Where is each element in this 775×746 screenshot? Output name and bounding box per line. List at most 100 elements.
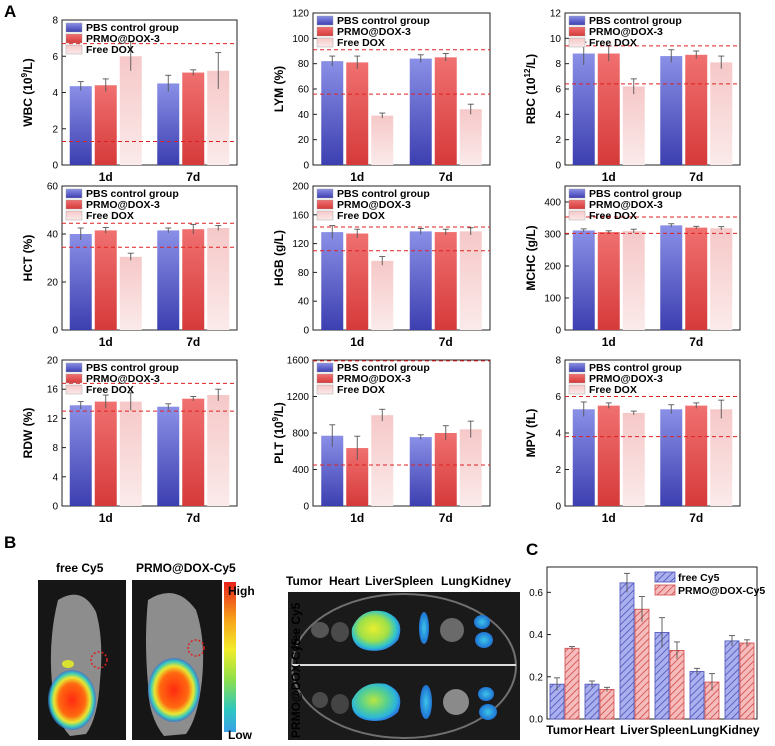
bar-free-dox bbox=[622, 86, 645, 165]
y-axis-title: MPV (fL) bbox=[524, 409, 538, 458]
bar-prmo-dox-cy5 bbox=[739, 642, 755, 720]
bar-pbs-control-group bbox=[409, 58, 432, 165]
y-axis-title-text: PLT (10 bbox=[272, 421, 286, 464]
chart-rdw: 0 4 8 12 16 20 RDW (%) 1d 7d PBS control groupPRM… bbox=[21, 356, 238, 525]
y-tick-label: 100 bbox=[292, 34, 309, 45]
bar-prmo-dox-cy5 bbox=[634, 608, 650, 720]
organ-label-kidney: Kidney bbox=[471, 574, 511, 588]
panel-label-a: A bbox=[4, 2, 16, 21]
y-tick-label: 4 bbox=[52, 88, 58, 99]
bar-pbs-control-group bbox=[572, 230, 595, 330]
legend-swatch bbox=[65, 33, 83, 44]
chart-hgb: 0 40 80 120 160 200 HGB (g/L) 1d 7d PBS control g… bbox=[272, 182, 491, 349]
y-tick-label: 80 bbox=[298, 268, 310, 279]
bar-prmo-dox-3 bbox=[94, 401, 117, 506]
legend-label: PBS control group bbox=[86, 22, 179, 34]
y-tick-label: 0 bbox=[52, 326, 58, 337]
x-tick-label: 1d bbox=[602, 511, 616, 525]
bar-free-dox bbox=[207, 228, 230, 330]
y-tick-label: 0 bbox=[555, 161, 561, 172]
organ-label-tumor: Tumor bbox=[286, 574, 323, 588]
bar-pbs-control-group bbox=[409, 437, 432, 506]
chart-plt: 0 400 800 1200 1600 PLT (109/L) 1d 7d PBS contro… bbox=[271, 356, 491, 525]
y-tick-label: 0.4 bbox=[529, 630, 543, 641]
x-tick-label: 7d bbox=[439, 511, 453, 525]
y-tick-label: 4 bbox=[52, 472, 58, 483]
bar-free-cy5 bbox=[584, 683, 600, 720]
scale-high-label: High bbox=[228, 584, 255, 598]
y-tick-label: 100 bbox=[544, 294, 561, 305]
y-tick-label: 60 bbox=[298, 85, 310, 96]
y-tick-label: 8 bbox=[555, 356, 561, 367]
legend-swatch bbox=[316, 362, 334, 373]
bar-free-dox bbox=[710, 62, 733, 165]
legend-swatch bbox=[65, 384, 83, 395]
y-axis-title: HGB (g/L) bbox=[272, 230, 286, 286]
y-tick-label: 200 bbox=[544, 262, 561, 273]
bar-prmo-dox-3 bbox=[94, 85, 117, 165]
bar-prmo-dox-3 bbox=[434, 232, 457, 330]
chart-wbc: 0 2 4 6 8 WBC (109/L) 1d 7d PBS control groupPRM… bbox=[20, 16, 238, 184]
chart-rf: 0.00.20.40.6RF/IATumorHeartLiverSpleenLu… bbox=[506, 566, 765, 737]
y-tick-label: 0.6 bbox=[529, 588, 543, 599]
plot-frame bbox=[312, 185, 491, 331]
bar-prmo-dox-3 bbox=[685, 405, 708, 506]
bar-free-cy5 bbox=[724, 640, 740, 720]
tumor-circle bbox=[90, 651, 108, 669]
legend-swatch bbox=[65, 199, 83, 210]
y-axis-title: MCHC (g/L) bbox=[524, 225, 538, 290]
y-tick-label: 0 bbox=[303, 161, 309, 172]
x-tick-label: Kidney bbox=[719, 723, 759, 737]
bar-free-dox bbox=[371, 415, 394, 506]
x-tick-label: 7d bbox=[689, 511, 703, 525]
legend-label: PRMO@DOX-Cy5 bbox=[678, 585, 765, 597]
chart-hct: 0 20 40 60 HCT (%) 1d 7d PBS control groupPRMO@… bbox=[21, 182, 238, 349]
y-tick-label: 16 bbox=[47, 385, 59, 396]
organ-label-spleen: Spleen bbox=[394, 574, 433, 588]
organ-liver bbox=[351, 683, 401, 721]
x-tick-label: 1d bbox=[350, 511, 364, 525]
x-tick-label: 7d bbox=[439, 170, 453, 184]
organ-spleen bbox=[420, 685, 432, 719]
legend-label: PRMO@DOX-3 bbox=[589, 199, 663, 211]
bar-prmo-dox-3 bbox=[597, 53, 620, 165]
y-axis-title-text: WBC (10 bbox=[21, 77, 35, 127]
y-tick-label: 160 bbox=[292, 210, 309, 221]
legend-swatch bbox=[568, 373, 586, 384]
x-tick-label: 1d bbox=[99, 170, 113, 184]
y-axis-title-text: HCT (%) bbox=[21, 235, 35, 282]
legend-swatch bbox=[316, 15, 334, 26]
bar-free-dox bbox=[459, 429, 482, 506]
x-tick-label: Heart bbox=[584, 723, 615, 737]
bar-prmo-dox-3 bbox=[685, 227, 708, 330]
legend-label: PRMO@DOX-3 bbox=[589, 373, 663, 385]
bar-free-dox bbox=[459, 231, 482, 330]
legend-swatch bbox=[316, 26, 334, 37]
row-label-free-cy5: free Cy5 bbox=[289, 602, 303, 650]
legend-label: PBS control group bbox=[337, 362, 430, 374]
legend-swatch bbox=[568, 362, 586, 373]
bar-free-dox bbox=[459, 109, 482, 165]
bar-prmo-dox-3 bbox=[685, 54, 708, 165]
legend-swatch bbox=[65, 44, 83, 55]
bar-prmo-dox-3 bbox=[346, 448, 369, 506]
y-tick-label: 40 bbox=[298, 110, 310, 121]
y-tick-label: 0 bbox=[555, 502, 561, 513]
chart-mchc: 0 100 200 300 400 MCHC (g/L) 1d 7d PBS control g… bbox=[524, 185, 741, 349]
y-axis-title-tail: /L) bbox=[21, 58, 35, 73]
bar-pbs-control-group bbox=[321, 232, 344, 330]
y-tick-label: 0 bbox=[303, 502, 309, 513]
bar-prmo-dox-3 bbox=[346, 233, 369, 330]
legend-label: PBS control group bbox=[589, 362, 682, 374]
y-tick-label: 6 bbox=[52, 52, 58, 63]
legend-label: PBS control group bbox=[337, 188, 430, 200]
y-axis-title-sup: 12 bbox=[523, 68, 532, 77]
y-tick-label: 200 bbox=[292, 182, 309, 193]
legend-swatch bbox=[65, 210, 83, 221]
y-axis-title-text: RBC (10 bbox=[524, 77, 538, 124]
bar-prmo-dox-3 bbox=[434, 57, 457, 166]
x-tick-label: 1d bbox=[99, 511, 113, 525]
legend-swatch bbox=[316, 37, 334, 48]
